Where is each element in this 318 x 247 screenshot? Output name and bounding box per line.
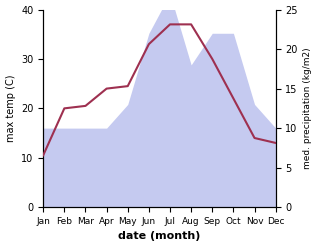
Y-axis label: max temp (C): max temp (C) [5, 75, 16, 142]
Y-axis label: med. precipitation (kg/m2): med. precipitation (kg/m2) [303, 48, 313, 169]
X-axis label: date (month): date (month) [118, 231, 201, 242]
